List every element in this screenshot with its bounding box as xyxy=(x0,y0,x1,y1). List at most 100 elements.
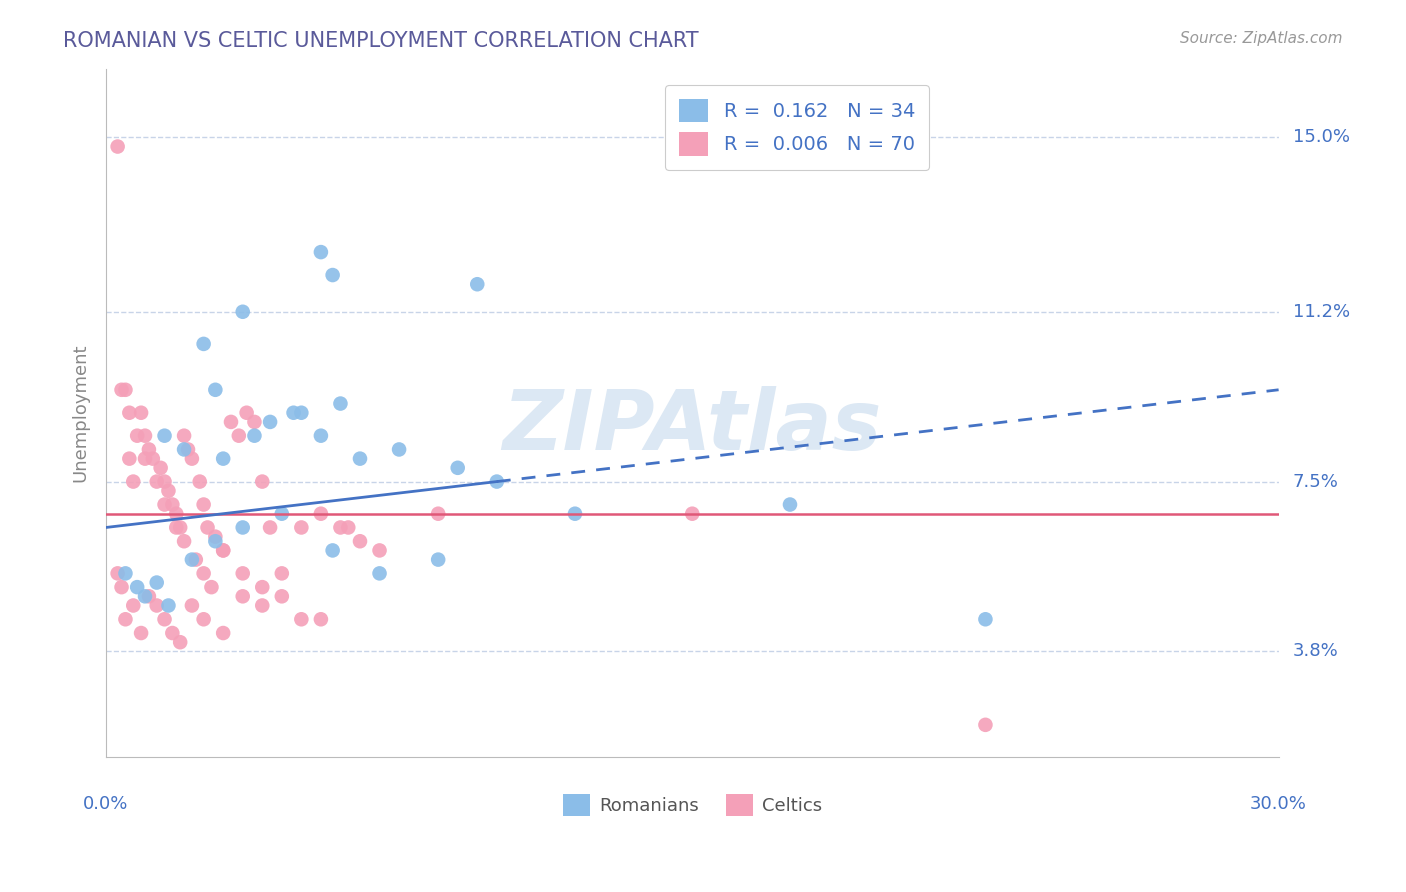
Point xyxy=(118,451,141,466)
Point xyxy=(149,460,172,475)
Point xyxy=(270,590,292,604)
Point xyxy=(145,475,167,489)
Point xyxy=(485,475,508,489)
Point xyxy=(142,451,165,466)
Point xyxy=(134,428,156,442)
Point xyxy=(252,599,274,613)
Point xyxy=(134,451,156,466)
Point xyxy=(162,626,184,640)
Point xyxy=(974,612,997,626)
Point xyxy=(232,305,254,319)
Point xyxy=(173,442,195,457)
Point xyxy=(388,442,411,457)
Point xyxy=(153,428,176,442)
Point xyxy=(232,590,254,604)
Point xyxy=(157,483,180,498)
Point xyxy=(212,451,235,466)
Text: Source: ZipAtlas.com: Source: ZipAtlas.com xyxy=(1180,31,1343,46)
Point xyxy=(114,383,136,397)
Point xyxy=(193,566,215,581)
Point xyxy=(184,552,207,566)
Point xyxy=(122,599,145,613)
Point xyxy=(180,451,202,466)
Point xyxy=(153,475,176,489)
Point xyxy=(165,520,187,534)
Point xyxy=(309,245,332,260)
Point xyxy=(337,520,360,534)
Point xyxy=(180,552,202,566)
Point xyxy=(349,451,371,466)
Point xyxy=(290,520,312,534)
Point xyxy=(212,626,235,640)
Point xyxy=(309,428,332,442)
Point xyxy=(290,406,312,420)
Point xyxy=(322,543,344,558)
Point xyxy=(193,337,215,351)
Point xyxy=(447,460,470,475)
Point xyxy=(145,599,167,613)
Point xyxy=(153,612,176,626)
Point xyxy=(110,383,132,397)
Point xyxy=(118,406,141,420)
Point xyxy=(138,590,160,604)
Legend: Romanians, Celtics: Romanians, Celtics xyxy=(555,787,830,823)
Point xyxy=(204,530,226,544)
Point xyxy=(180,599,202,613)
Point xyxy=(232,566,254,581)
Point xyxy=(232,520,254,534)
Point xyxy=(368,566,391,581)
Point xyxy=(200,580,222,594)
Text: 7.5%: 7.5% xyxy=(1292,473,1339,491)
Point xyxy=(107,566,129,581)
Point xyxy=(157,599,180,613)
Point xyxy=(173,534,195,549)
Point xyxy=(145,575,167,590)
Point xyxy=(177,442,200,457)
Point xyxy=(228,428,250,442)
Point xyxy=(368,543,391,558)
Point xyxy=(235,406,257,420)
Point xyxy=(138,442,160,457)
Point xyxy=(252,475,274,489)
Point xyxy=(212,543,235,558)
Text: 15.0%: 15.0% xyxy=(1292,128,1350,146)
Point xyxy=(270,566,292,581)
Text: 11.2%: 11.2% xyxy=(1292,302,1350,321)
Point xyxy=(169,520,191,534)
Point xyxy=(219,415,242,429)
Point xyxy=(153,498,176,512)
Point xyxy=(290,612,312,626)
Point xyxy=(169,635,191,649)
Text: ZIPAtlas: ZIPAtlas xyxy=(502,386,882,467)
Point xyxy=(134,590,156,604)
Point xyxy=(329,396,352,410)
Point xyxy=(270,507,292,521)
Point xyxy=(204,383,226,397)
Text: ROMANIAN VS CELTIC UNEMPLOYMENT CORRELATION CHART: ROMANIAN VS CELTIC UNEMPLOYMENT CORRELAT… xyxy=(63,31,699,51)
Point xyxy=(127,428,149,442)
Point xyxy=(349,534,371,549)
Point xyxy=(974,718,997,732)
Point xyxy=(259,415,281,429)
Text: 30.0%: 30.0% xyxy=(1250,795,1308,813)
Point xyxy=(681,507,703,521)
Point xyxy=(173,428,195,442)
Point xyxy=(427,552,450,566)
Point xyxy=(114,566,136,581)
Point xyxy=(465,277,488,292)
Point xyxy=(127,580,149,594)
Point xyxy=(243,415,266,429)
Point xyxy=(162,498,184,512)
Point xyxy=(129,626,152,640)
Text: 3.8%: 3.8% xyxy=(1292,642,1339,660)
Point xyxy=(329,520,352,534)
Point xyxy=(259,520,281,534)
Point xyxy=(110,580,132,594)
Point xyxy=(193,498,215,512)
Point xyxy=(188,475,211,489)
Point xyxy=(212,543,235,558)
Point xyxy=(309,507,332,521)
Point xyxy=(309,612,332,626)
Point xyxy=(427,507,450,521)
Point xyxy=(129,406,152,420)
